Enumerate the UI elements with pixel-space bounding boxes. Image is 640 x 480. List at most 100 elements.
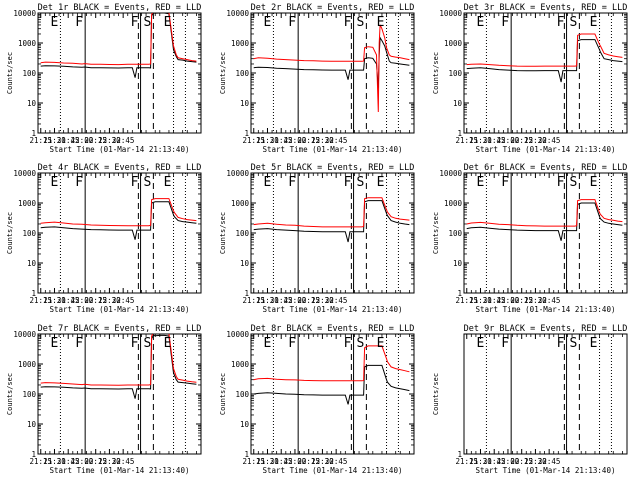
x-tick-label: 21:45 <box>270 296 293 305</box>
flag-label-f: F <box>344 336 352 351</box>
x-tick-label: 21:15 <box>455 457 478 466</box>
x-tick-label: 21:45 <box>57 457 80 466</box>
x-axis-label: Start Time (01-Mar-14 21:13:40) <box>476 305 616 314</box>
y-tick-label: 1000 <box>18 39 37 48</box>
flag-label-f: F <box>557 336 565 351</box>
x-tick-label: 21:30 <box>43 296 66 305</box>
flag-label-e: E <box>164 336 172 351</box>
flag-label-f: F <box>131 15 139 30</box>
x-tick-label: 22:30 <box>311 457 334 466</box>
x-tick-label: 22:00 <box>71 457 94 466</box>
y-tick-label: 1 <box>244 129 249 138</box>
x-tick-label: 21:15 <box>242 136 265 145</box>
x-tick-label: 22:00 <box>284 296 307 305</box>
x-tick-label: 22:00 <box>71 136 94 145</box>
y-tick-label: 10000 <box>439 9 462 18</box>
x-tick-label: 22:45 <box>325 457 348 466</box>
x-tick-label: 22:30 <box>524 136 547 145</box>
flag-label-e: E <box>590 175 598 190</box>
x-axis-label: Start Time (01-Mar-14 21:13:40) <box>50 466 190 475</box>
x-tick-label: 22:30 <box>311 136 334 145</box>
y-axis-label: Counts/sec <box>6 212 14 254</box>
series-events <box>466 202 623 241</box>
y-tick-label: 100 <box>235 390 249 399</box>
y-tick-label: 1000 <box>444 199 463 208</box>
x-tick-label: 22:15 <box>297 457 320 466</box>
y-tick-label: 1 <box>457 289 462 298</box>
x-axis-label: Start Time (01-Mar-14 21:13:40) <box>263 466 403 475</box>
series-lld <box>40 334 197 386</box>
y-tick-label: 100 <box>235 69 249 78</box>
y-tick-label: 10000 <box>13 330 36 339</box>
x-tick-label: 21:15 <box>455 136 478 145</box>
flag-label-f: F <box>501 15 509 30</box>
y-axis-label: Counts/sec <box>219 212 227 254</box>
y-tick-label: 100 <box>235 229 249 238</box>
plot-frame <box>37 12 202 134</box>
flag-label-f: F <box>75 175 83 190</box>
x-tick-label: 21:15 <box>455 296 478 305</box>
y-tick-label: 1 <box>31 129 36 138</box>
x-tick-label: 21:30 <box>256 296 279 305</box>
y-tick-label: 1 <box>244 450 249 459</box>
flag-label-f: F <box>288 336 296 351</box>
plot-frame <box>250 333 415 455</box>
y-tick-label: 1 <box>31 450 36 459</box>
y-tick-label: 10000 <box>13 9 36 18</box>
x-tick-label: 22:45 <box>112 457 135 466</box>
y-tick-label: 1000 <box>231 199 250 208</box>
y-tick-label: 100 <box>448 229 462 238</box>
x-tick-label: 21:45 <box>483 457 506 466</box>
chart-det-9r: Det 9r BLACK = Events, RED = LLD Counts/s… <box>432 324 628 475</box>
plot-frame <box>463 333 628 455</box>
y-tick-label: 1 <box>457 129 462 138</box>
x-tick-label: 22:30 <box>98 296 121 305</box>
x-tick-label: 22:15 <box>510 296 533 305</box>
flag-label-f: F <box>131 175 139 190</box>
x-tick-label: 22:15 <box>297 136 320 145</box>
x-tick-label: 22:30 <box>98 136 121 145</box>
flag-label-e: E <box>164 15 172 30</box>
y-tick-label: 10 <box>27 259 37 268</box>
x-tick-label: 21:15 <box>29 136 52 145</box>
series-events <box>466 39 623 83</box>
x-tick-label: 21:45 <box>483 136 506 145</box>
x-tick-label: 21:15 <box>29 296 52 305</box>
chart-title: Det 1r BLACK = Events, RED = LLD <box>38 3 202 13</box>
series-events <box>253 36 410 89</box>
x-tick-label: 22:45 <box>112 136 135 145</box>
y-tick-label: 1000 <box>231 39 250 48</box>
flag-label-e: E <box>51 15 59 30</box>
x-tick-label: 21:30 <box>43 136 66 145</box>
chart-det-6r: Det 6r BLACK = Events, RED = LLD Counts/s… <box>432 163 628 314</box>
plot-frame <box>37 333 202 455</box>
flag-label-f: F <box>501 175 509 190</box>
x-tick-label: 21:15 <box>242 457 265 466</box>
plot-frame <box>37 172 202 294</box>
y-axis-label: Counts/sec <box>219 52 227 94</box>
x-tick-label: 22:45 <box>538 136 561 145</box>
flag-label-s: S <box>569 336 577 351</box>
y-tick-label: 1000 <box>444 39 463 48</box>
flag-label-f: F <box>75 15 83 30</box>
x-tick-label: 22:45 <box>538 296 561 305</box>
y-tick-label: 10 <box>453 259 463 268</box>
x-tick-label: 22:00 <box>71 296 94 305</box>
chart-title: Det 7r BLACK = Events, RED = LLD <box>38 324 202 334</box>
series-lld <box>40 198 197 227</box>
x-tick-label: 22:00 <box>497 457 520 466</box>
chart-title: Det 9r BLACK = Events, RED = LLD <box>464 324 628 334</box>
flag-label-s: S <box>569 175 577 190</box>
flag-label-e: E <box>264 175 272 190</box>
chart-det-7r: Det 7r BLACK = Events, RED = LLD Counts/s… <box>6 324 202 475</box>
plot-frame <box>250 172 415 294</box>
chart-title: Det 2r BLACK = Events, RED = LLD <box>251 3 415 13</box>
flag-label-f: F <box>288 15 296 30</box>
flag-label-e: E <box>264 336 272 351</box>
y-tick-label: 10000 <box>439 169 462 178</box>
x-axis-label: Start Time (01-Mar-14 21:13:40) <box>50 145 190 154</box>
x-tick-label: 22:00 <box>284 457 307 466</box>
flag-label-e: E <box>51 175 59 190</box>
x-tick-label: 22:15 <box>84 136 107 145</box>
flag-label-e: E <box>477 15 485 30</box>
